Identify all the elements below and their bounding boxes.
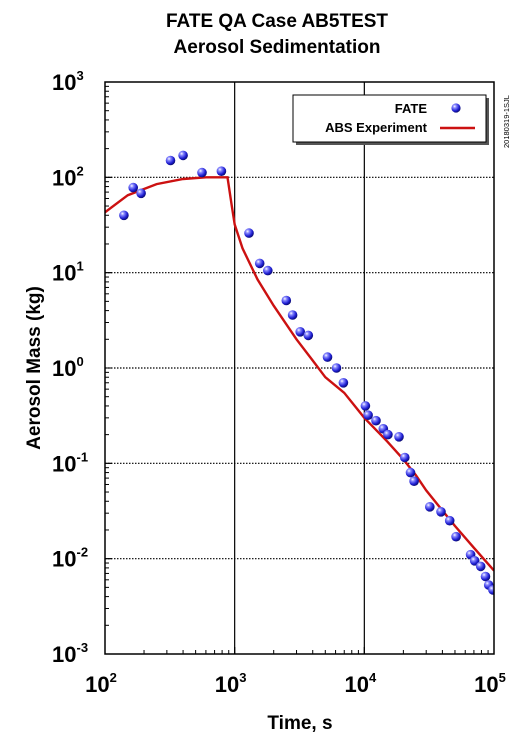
series-abs-experiment-line [105,176,494,572]
data-point-fate [136,188,146,199]
x-axis-label: Time, s [267,713,332,734]
y-tick-label: 102 [52,163,84,190]
x-tick-labels: 102 103 104 105 [85,670,506,697]
data-point-fate [360,401,371,411]
data-point-fate [331,363,342,373]
data-point-fate [281,295,292,306]
y-tick-label: 103 [52,68,84,95]
data-point-fate [165,155,176,166]
data-point-fate [475,561,486,572]
data-point-fate [263,265,273,276]
legend-label-fate: FATE [395,101,428,116]
data-point-fate [488,585,494,595]
y-tick-label: 10-2 [52,545,88,572]
y-tick-labels: 10-3 10-2 10-1 100 101 102 103 [52,68,88,667]
legend-marker-fate [451,103,461,113]
data-point-fate [197,167,207,178]
data-point-fate [363,410,373,421]
data-point-fate [405,467,416,478]
x-tick-label: 105 [474,670,506,697]
data-point-fate [295,327,306,337]
data-point-fate [338,378,349,388]
y-axis-label: Aerosol Mass (kg) [24,286,45,450]
y-tick-label: 10-3 [52,640,88,667]
x-tick-label: 102 [85,670,117,697]
data-point-fate [469,556,480,566]
y-tick-label: 101 [52,259,84,286]
data-point-fate [394,432,404,442]
x-tick-label: 103 [215,670,247,697]
plot-frame [104,81,495,655]
chart-subtitle: Aerosol Sedimentation [174,37,381,58]
data-point-fate [383,429,393,440]
chart-title: FATE QA Case AB5TEST [166,11,388,32]
data-point-fate [480,571,491,582]
data-point-fate [409,476,419,487]
data-point-fate [436,507,446,517]
data-point-fate [371,415,381,426]
side-note: 20180319-1SJL [502,95,511,148]
data-point-fate [128,182,138,193]
data-point-fate [322,352,333,362]
data-point-fate [444,515,455,526]
legend-box [292,94,487,143]
y-tick-label: 10-1 [52,449,88,476]
data-point-fate [287,310,298,320]
data-point-fate [254,258,265,269]
data-point-fate [451,531,461,542]
series-fate-points [119,150,494,595]
y-tick-label: 100 [52,354,84,381]
plot-area [105,150,494,595]
data-point-fate [400,452,410,463]
data-point-fate [119,210,129,221]
grid [105,82,494,654]
data-point-fate [216,166,227,176]
legend-label-abs-experiment: ABS Experiment [325,120,428,135]
data-point-fate [303,330,314,341]
data-point-fate [425,502,435,512]
x-tick-label: 104 [344,670,376,697]
legend: FATE ABS Experiment [292,94,489,145]
data-point-fate [178,150,188,161]
data-point-fate [244,228,254,238]
